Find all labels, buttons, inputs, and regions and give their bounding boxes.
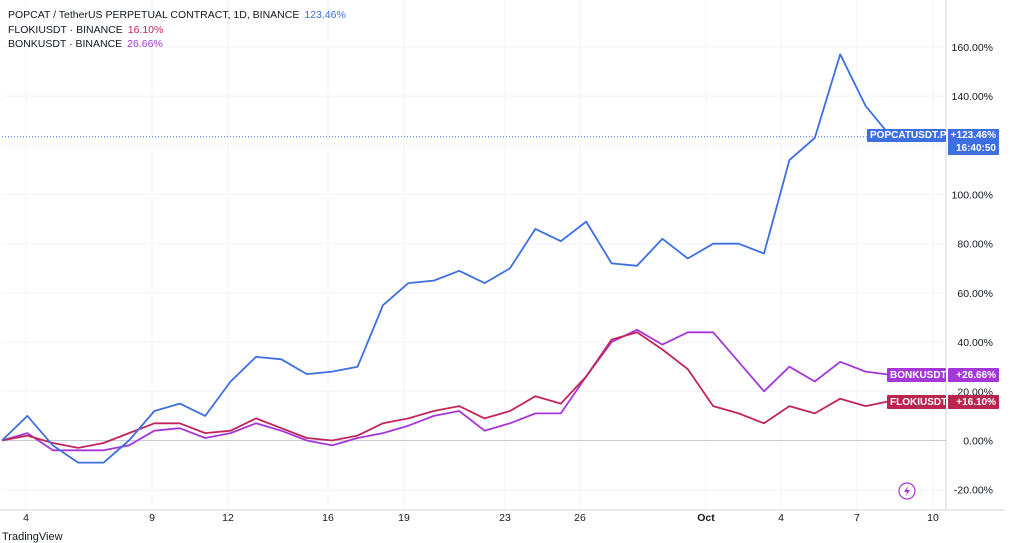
x-tick-label: 7 [854, 512, 860, 524]
chart-legend: POPCAT / TetherUS PERPETUAL CONTRACT, 1D… [8, 8, 346, 52]
popcat-value-text: +123.46% [951, 130, 996, 141]
floki-value-tag: +16.10% [956, 397, 996, 408]
series-lines [1, 53, 892, 464]
y-tick-label: 0.00% [963, 436, 993, 448]
tradingview-watermark[interactable]: TradingView [2, 531, 63, 543]
legend-label: FLOKIUSDT · BINANCE [8, 23, 123, 36]
y-tick-label: 160.00% [952, 42, 993, 54]
y-tick-label: -20.00% [954, 485, 993, 497]
x-tick-label: 19 [398, 512, 410, 524]
x-tick-label: 26 [574, 512, 586, 524]
x-tick-label: 4 [23, 512, 29, 524]
series-line-bonkusdt [1, 328, 892, 452]
floki-name-tag-bg [887, 395, 946, 409]
x-axis-ticks[interactable]: 4 9 12 16 19 23 26 Oct 4 7 10 [23, 512, 939, 524]
x-tick-label: 4 [778, 512, 784, 524]
legend-label: POPCAT / TetherUS PERPETUAL CONTRACT, 1D… [8, 9, 300, 21]
legend-row-bonk[interactable]: BONKUSDT · BINANCE 26.66% [8, 37, 346, 52]
y-tick-label: 60.00% [957, 288, 993, 300]
popcat-time-text-bg [948, 142, 999, 155]
series-line-popcatusdt-p [1, 53, 892, 464]
bonk-value-tag-bg [948, 368, 999, 382]
x-tick-label: Oct [697, 512, 715, 524]
price-tags: POPCATUSDT.P +123.46% 16:40:50 BONKUSDT +26.… [867, 129, 999, 409]
series-line-flokiusdt [1, 331, 892, 449]
y-axis-ticks[interactable]: 160.00%140.00%120.00%100.00%80.00%60.00%… [952, 42, 993, 497]
legend-value: 123.46% [304, 9, 346, 21]
x-tick-label: 10 [927, 512, 939, 524]
legend-row-floki[interactable]: FLOKIUSDT · BINANCE 16.10% [8, 23, 346, 38]
y-tick-label: 140.00% [952, 91, 993, 103]
legend-row-popcat[interactable]: POPCAT / TetherUS PERPETUAL CONTRACT, 1D… [8, 8, 346, 23]
popcat-name-tag: POPCATUSDT.P [870, 130, 947, 141]
x-tick-label: 23 [499, 512, 511, 524]
legend-label: BONKUSDT · BINANCE [8, 38, 123, 50]
popcat-value-text-bg [948, 129, 999, 142]
y-tick-label: 100.00% [952, 190, 993, 202]
floki-name-tag: FLOKIUSDT [890, 397, 947, 408]
popcat-time-text: 16:40:50 [956, 143, 996, 154]
legend-value: 26.66% [127, 38, 163, 50]
lightning-icon[interactable] [898, 482, 916, 500]
x-tick-label: 16 [322, 512, 334, 524]
x-tick-label: 9 [149, 512, 155, 524]
x-tick-label: 12 [222, 512, 234, 524]
y-tick-label: 40.00% [957, 337, 993, 349]
legend-value: 16.10% [127, 23, 164, 36]
bonk-name-tag: BONKUSDT [890, 370, 947, 381]
grid [2, 0, 946, 510]
popcat-name-tag-bg [867, 129, 946, 142]
bonk-name-tag-bg [887, 368, 946, 382]
y-tick-label: 80.00% [957, 239, 993, 251]
bonk-value-tag: +26.66% [956, 370, 996, 381]
floki-value-tag-bg [948, 395, 999, 409]
